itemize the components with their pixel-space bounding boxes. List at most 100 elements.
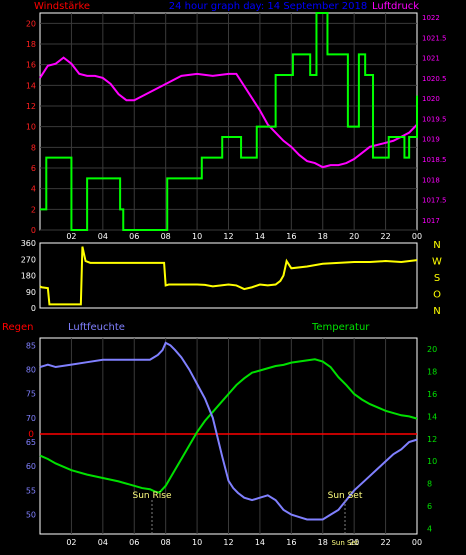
x-tick-label: 18: [318, 232, 328, 241]
humidity-tick-label: 75: [26, 390, 36, 399]
x-tick-label: 00: [412, 538, 422, 547]
wind-tick-label: 10: [26, 123, 36, 132]
temperature-tick-label: 6: [427, 502, 432, 511]
x-tick-label: 12: [223, 232, 233, 241]
sunrise-label: Sun Rise: [133, 491, 172, 501]
wind-tick-label: 12: [26, 102, 36, 111]
x-tick-label: 22: [380, 538, 390, 547]
x-tick-label: 20: [349, 232, 359, 241]
pressure-tick-label: 1022: [422, 14, 440, 22]
top-x-axis-ticks: 02 04 06 08 10 12 14 16 18 20 22 00: [66, 232, 422, 241]
wind-tick-label: 18: [26, 40, 36, 49]
pressure-tick-label: 1018: [422, 176, 440, 184]
temperature-tick-label: 18: [427, 368, 437, 377]
humidity-tick-label: 60: [26, 462, 36, 471]
pressure-tick-label: 1020.5: [422, 75, 447, 83]
compass-label: O: [433, 290, 441, 301]
humidity-line: [39, 341, 418, 521]
temperature-axis-ticks: 4 6 8 10 12 14 16 18 20: [427, 345, 437, 533]
humidity-tick-label: 65: [26, 438, 36, 447]
pressure-tick-label: 1021.5: [422, 34, 447, 42]
wind-tick-label: 2: [31, 205, 36, 214]
pressure-tick-label: 1019.5: [422, 115, 447, 123]
x-tick-label: 06: [129, 538, 139, 547]
compass-label: W: [432, 257, 442, 268]
x-tick-label: 16: [286, 232, 296, 241]
x-tick-label: 08: [161, 232, 171, 241]
x-tick-label: 16: [286, 538, 296, 547]
humidity-axis-title: Luftfeuchte: [68, 322, 125, 333]
x-tick-label: 14: [255, 538, 265, 547]
pressure-tick-label: 1017.5: [422, 197, 447, 205]
pressure-tick-label: 1018.5: [422, 156, 447, 164]
wind-speed-line: [40, 12, 418, 231]
x-tick-label: 14: [255, 232, 265, 241]
humidity-tick-label: 70: [26, 414, 36, 423]
pressure-tick-label: 1019: [422, 136, 440, 144]
direction-tick-label: 270: [21, 255, 36, 264]
pressure-axis-ticks: 1017 1017.5 1018 1018.5 1019 1019.5 1020 1020.5…: [422, 14, 447, 225]
x-tick-label: 08: [161, 538, 171, 547]
pressure-axis-title: Luftdruck: [372, 1, 419, 12]
temperature-line: [39, 358, 418, 494]
direction-tick-label: 180: [21, 272, 36, 281]
pressure-line: [39, 56, 418, 169]
x-tick-label: 04: [98, 232, 108, 241]
wind-axis-title: Windstärke: [34, 1, 90, 12]
humidity-tick-label: 80: [26, 365, 36, 374]
direction-tick-label: 90: [26, 288, 36, 297]
wind-tick-label: 16: [26, 61, 36, 70]
compass-label: N: [433, 240, 440, 251]
direction-tick-label: 360: [21, 239, 36, 248]
x-tick-label: 22: [380, 232, 390, 241]
wind-tick-label: 4: [31, 185, 36, 194]
rain-axis-zero-label: 0: [28, 430, 34, 440]
compass-label: S: [434, 273, 440, 284]
sunrise-annotation: Sun Rise: [133, 491, 172, 534]
wind-tick-label: 8: [31, 143, 36, 152]
wind-tick-label: 0: [31, 226, 36, 235]
top-panel-grid: [40, 13, 417, 231]
bottom-panel-grid: [70, 338, 387, 534]
sunset-label-bottom: Sun Set: [331, 539, 358, 547]
temperature-axis-title: Temperatur: [311, 322, 370, 333]
temperature-tick-label: 12: [427, 435, 437, 444]
wind-tick-label: 20: [26, 19, 36, 28]
wind-tick-label: 6: [31, 164, 36, 173]
compass-label: N: [433, 306, 440, 317]
pressure-tick-label: 1020: [422, 95, 440, 103]
bottom-x-axis-ticks: 02 04 06 08 10 12 14 16 18 20 22 00: [66, 538, 422, 547]
x-tick-label: 06: [129, 232, 139, 241]
wind-tick-label: 14: [26, 81, 36, 90]
humidity-axis-ticks: 50 55 60 65 70 75 80 85: [26, 341, 36, 519]
humidity-tick-label: 85: [26, 341, 36, 350]
x-tick-label: 12: [223, 538, 233, 547]
x-tick-label: 04: [98, 538, 108, 547]
temperature-tick-label: 14: [427, 412, 437, 421]
x-tick-label: 10: [192, 538, 202, 547]
direction-axis-ticks: 0 90 180 270 360: [21, 239, 36, 313]
sunset-label: Sun Set: [328, 491, 363, 501]
rain-axis-title: Regen: [2, 322, 34, 333]
x-tick-label: 02: [66, 538, 76, 547]
humidity-tick-label: 55: [26, 486, 36, 495]
x-tick-label: 18: [318, 538, 328, 547]
direction-tick-label: 0: [31, 304, 36, 313]
pressure-tick-label: 1021: [422, 55, 440, 63]
x-tick-label: 10: [192, 232, 202, 241]
wind-direction-line: [39, 246, 418, 306]
x-tick-label: 00: [412, 232, 422, 241]
x-tick-label: 20: [349, 538, 359, 547]
temperature-tick-label: 16: [427, 390, 437, 399]
graph-title: 24 hour graph day: 14 September 2018: [169, 1, 367, 12]
temperature-tick-label: 10: [427, 457, 437, 466]
sunset-annotation: Sun Set Sun Set: [328, 491, 363, 547]
temperature-tick-label: 4: [427, 524, 432, 533]
pressure-tick-label: 1017: [422, 217, 440, 225]
temperature-tick-label: 8: [427, 480, 432, 489]
